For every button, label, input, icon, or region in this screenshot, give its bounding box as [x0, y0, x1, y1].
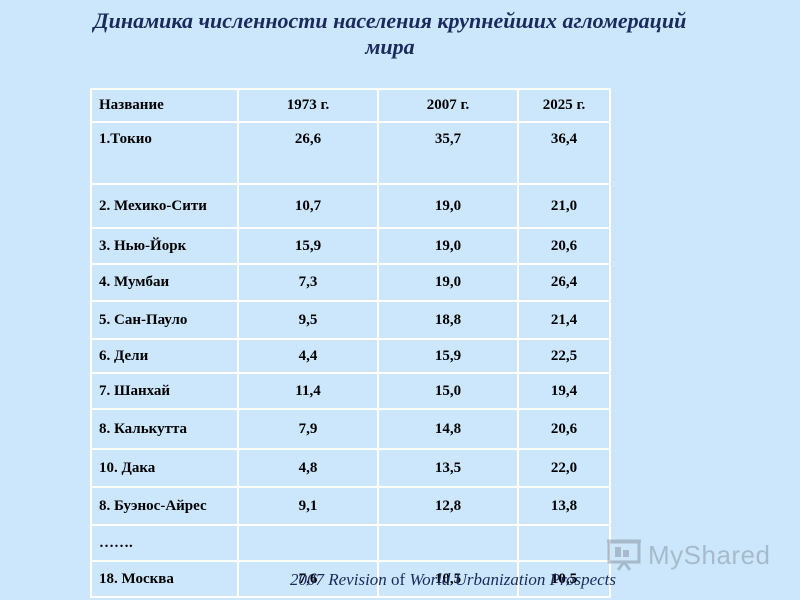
- cell-2007: 15,9: [377, 338, 519, 374]
- cell-2007: 10,5: [377, 560, 519, 598]
- source-report: World Urbanization Prospects: [409, 570, 617, 589]
- cell-city: 2. Мехико-Сити: [90, 183, 239, 229]
- table-row: 5. Сан-Пауло 9,5 18,8 21,4: [90, 300, 611, 340]
- watermark-logo: MyShared: [606, 536, 770, 576]
- cell-2025: 22,5: [517, 338, 611, 374]
- cell-2025: 20,6: [517, 408, 611, 450]
- cell-city: 8. Буэнос-Айрес: [90, 486, 239, 526]
- cell-1973: 9,1: [237, 486, 379, 526]
- header-2025: 2025 г.: [517, 88, 611, 123]
- cell-city: 4. Мумбаи: [90, 263, 239, 302]
- cell-1973: 10,7: [237, 183, 379, 229]
- cell-2025: [517, 524, 611, 562]
- cell-1973: 26,6: [237, 121, 379, 185]
- cell-2007: 35,7: [377, 121, 519, 185]
- cell-2025: 13,8: [517, 486, 611, 526]
- table-row: 10. Дака 4,8 13,5 22,0: [90, 448, 611, 488]
- cell-2007: 19,0: [377, 227, 519, 265]
- cell-2025: 22,0: [517, 448, 611, 488]
- table-header-row: Название 1973 г. 2007 г. 2025 г.: [90, 88, 611, 123]
- cell-2025: 21,4: [517, 300, 611, 340]
- cell-2025: 10,5: [517, 560, 611, 598]
- cell-2025: 21,0: [517, 183, 611, 229]
- cell-1973: 11,4: [237, 372, 379, 410]
- cell-2007: 15,0: [377, 372, 519, 410]
- header-2007: 2007 г.: [377, 88, 519, 123]
- cell-city: 1.Токио: [90, 121, 239, 185]
- cell-2025: 26,4: [517, 263, 611, 302]
- source-revision: 2007 Revision: [290, 570, 387, 589]
- table-row: 8. Буэнос-Айрес 9,1 12,8 13,8: [90, 486, 611, 526]
- presentation-screen-icon: [606, 538, 642, 572]
- cell-2025: 19,4: [517, 372, 611, 410]
- table-row: 2. Мехико-Сити 10,7 19,0 21,0: [90, 183, 611, 229]
- table-row: 6. Дели 4,4 15,9 22,5: [90, 338, 611, 374]
- cell-1973: [237, 524, 379, 562]
- cell-city: 5. Сан-Пауло: [90, 300, 239, 340]
- header-name: Название: [90, 88, 239, 123]
- cell-city: 18. Москва: [90, 560, 239, 598]
- table-row: 18. Москва 7,6 10,5 10,5: [90, 560, 611, 598]
- cell-2007: 13,5: [377, 448, 519, 488]
- table-row: 7. Шанхай 11,4 15,0 19,4: [90, 372, 611, 410]
- cell-city: 3. Нью-Йорк: [90, 227, 239, 265]
- source-of: of: [386, 570, 410, 589]
- cell-2007: [377, 524, 519, 562]
- table-row: …….: [90, 524, 611, 562]
- cell-2007: 19,0: [377, 263, 519, 302]
- table-row: 3. Нью-Йорк 15,9 19,0 20,6: [90, 227, 611, 265]
- cell-1973: 9,5: [237, 300, 379, 340]
- cell-2007: 19,0: [377, 183, 519, 229]
- cell-2007: 14,8: [377, 408, 519, 450]
- cell-1973: 15,9: [237, 227, 379, 265]
- page-title: Динамика численности населения крупнейши…: [20, 8, 760, 60]
- table-row: 1.Токио 26,6 35,7 36,4: [90, 121, 611, 185]
- cell-1973: 7,9: [237, 408, 379, 450]
- title-line-2: мира: [365, 34, 415, 59]
- source-caption: 2007 Revision of World Urbanization Pros…: [290, 570, 616, 590]
- cell-1973: 4,4: [237, 338, 379, 374]
- cell-city: 8. Калькутта: [90, 408, 239, 450]
- table-row: 8. Калькутта 7,9 14,8 20,6: [90, 408, 611, 450]
- cell-2007: 18,8: [377, 300, 519, 340]
- cell-2007: 12,8: [377, 486, 519, 526]
- cell-city: 10. Дака: [90, 448, 239, 488]
- cell-2025: 20,6: [517, 227, 611, 265]
- cell-1973: 7,6: [237, 560, 379, 598]
- table-row: 4. Мумбаи 7,3 19,0 26,4: [90, 263, 611, 302]
- cell-city: …….: [90, 524, 239, 562]
- population-table: Название 1973 г. 2007 г. 2025 г. 1.Токио…: [90, 88, 611, 598]
- cell-city: 6. Дели: [90, 338, 239, 374]
- header-1973: 1973 г.: [237, 88, 379, 123]
- cell-city: 7. Шанхай: [90, 372, 239, 410]
- cell-1973: 7,3: [237, 263, 379, 302]
- watermark-text: MyShared: [648, 540, 771, 570]
- cell-2025: 36,4: [517, 121, 611, 185]
- cell-1973: 4,8: [237, 448, 379, 488]
- title-line-1: Динамика численности населения крупнейши…: [93, 8, 687, 33]
